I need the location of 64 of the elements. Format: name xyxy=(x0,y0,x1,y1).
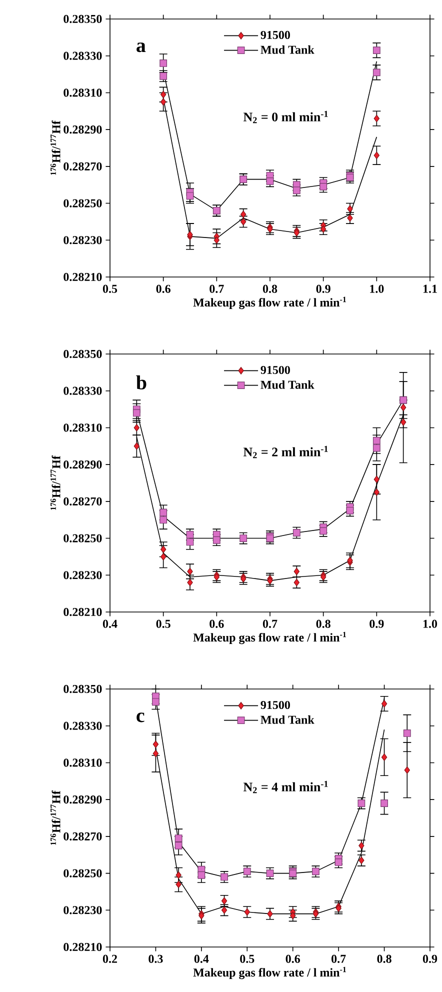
x-tick-label: 0.2 xyxy=(102,954,117,963)
x-tick-label: 0.7 xyxy=(262,620,278,628)
x-tick-label: 0.4 xyxy=(102,620,118,628)
x-tick-label: 0.8 xyxy=(377,954,392,963)
x-tick-label: 0.5 xyxy=(102,284,118,293)
x-tick-label: 1.1 xyxy=(423,284,437,293)
x-tick-label: 1.0 xyxy=(423,620,438,628)
x-tick-label: 0.3 xyxy=(148,954,163,963)
y-tick-label: 0.28310 xyxy=(64,758,102,767)
x-tick-label: 0.9 xyxy=(316,284,330,293)
x-tick-label: 0.7 xyxy=(332,954,346,963)
y-tick-label: 0.28290 xyxy=(64,460,102,469)
legend-label: Mud Tank xyxy=(260,45,314,54)
y-tick-label: 0.28250 xyxy=(64,534,102,542)
y-tick-label: 0.28270 xyxy=(64,162,102,171)
y-tick-label: 0.28290 xyxy=(64,796,102,804)
x-tick-label: 0.4 xyxy=(194,954,209,963)
x-tick-label: 0.6 xyxy=(286,954,300,963)
y-tick-label: 0.28230 xyxy=(64,906,102,914)
y-tick-label: 0.28210 xyxy=(64,272,102,282)
annotation: a xyxy=(136,42,146,52)
y-tick-label: 0.28250 xyxy=(64,199,102,208)
legend-label: 91500 xyxy=(260,366,290,374)
x-tick-label: 0.8 xyxy=(316,620,330,628)
y-axis-title: $^{176}$Hf/$^{177}$Hf xyxy=(50,120,60,175)
x-axis-title: Makeup gas flow rate / l min$^{-1}$ xyxy=(193,632,346,644)
x-tick-label: 0.8 xyxy=(262,284,278,293)
y-tick-label: 0.28310 xyxy=(64,88,102,97)
legend-label: Mud Tank xyxy=(260,380,314,389)
annotation: c xyxy=(136,712,144,722)
y-tick-label: 0.28330 xyxy=(64,386,102,395)
y-tick-label: 0.28310 xyxy=(64,424,102,432)
x-tick-label: 0.9 xyxy=(370,620,384,628)
y-tick-label: 0.28230 xyxy=(64,571,102,580)
annotation: N$_{2}$ = 2 ml min$^{-1}$ xyxy=(243,446,328,458)
legend-label: Mud Tank xyxy=(260,715,314,724)
y-axis-title: $^{176}$Hf/$^{177}$Hf xyxy=(50,455,60,510)
x-tick-label: 0.7 xyxy=(210,284,224,293)
y-tick-label: 0.28290 xyxy=(64,125,102,134)
x-tick-label: 1.0 xyxy=(370,284,384,293)
y-tick-label: 0.28350 xyxy=(64,684,102,694)
y-tick-label: 0.28250 xyxy=(64,869,102,878)
y-tick-label: 0.28330 xyxy=(64,722,102,730)
legend-label: 91500 xyxy=(260,30,290,40)
x-tick-label: 0.6 xyxy=(210,620,224,628)
x-tick-label: 0.9 xyxy=(422,954,438,963)
y-tick-label: 0.28270 xyxy=(64,497,102,506)
y-tick-label: 0.28230 xyxy=(64,236,102,244)
y-tick-label: 0.28210 xyxy=(64,942,102,952)
y-tick-label: 0.28350 xyxy=(64,350,102,358)
y-tick-label: 0.28350 xyxy=(64,14,102,24)
legend-label: 91500 xyxy=(260,700,290,710)
annotation: b xyxy=(136,375,146,390)
x-axis-title: Makeup gas flow rate / l min$^{-1}$ xyxy=(193,296,346,310)
y-tick-label: 0.28210 xyxy=(64,608,102,616)
y-tick-label: 0.28330 xyxy=(64,52,102,60)
y-axis-title: $^{176}$Hf/$^{177}$Hf xyxy=(50,790,60,845)
y-tick-label: 0.28270 xyxy=(64,832,102,841)
annotation: N$_{2}$ = 4 ml min$^{-1}$ xyxy=(243,780,328,794)
x-axis-title: Makeup gas flow rate / l min$^{-1}$ xyxy=(193,966,346,980)
x-tick-label: 0.6 xyxy=(156,284,170,293)
x-tick-label: 0.5 xyxy=(240,954,254,963)
annotation: N$_{2}$ = 0 ml min$^{-1}$ xyxy=(243,110,328,124)
x-tick-label: 0.5 xyxy=(156,620,170,628)
